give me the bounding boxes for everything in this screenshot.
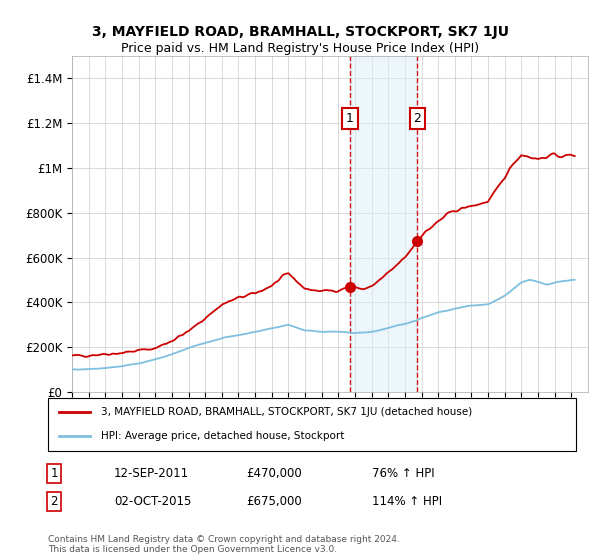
Text: £470,000: £470,000 bbox=[246, 466, 302, 480]
Bar bbox=[350, 56, 418, 392]
Text: 3, MAYFIELD ROAD, BRAMHALL, STOCKPORT, SK7 1JU: 3, MAYFIELD ROAD, BRAMHALL, STOCKPORT, S… bbox=[91, 25, 509, 39]
Text: Price paid vs. HM Land Registry's House Price Index (HPI): Price paid vs. HM Land Registry's House … bbox=[121, 42, 479, 55]
Text: Contains HM Land Registry data © Crown copyright and database right 2024.
This d: Contains HM Land Registry data © Crown c… bbox=[48, 535, 400, 554]
FancyBboxPatch shape bbox=[48, 398, 576, 451]
Text: 1: 1 bbox=[346, 112, 354, 125]
Text: £675,000: £675,000 bbox=[246, 494, 302, 508]
Text: 2: 2 bbox=[50, 494, 58, 508]
Text: 2: 2 bbox=[413, 112, 421, 125]
Text: 12-SEP-2011: 12-SEP-2011 bbox=[114, 466, 189, 480]
Text: 3, MAYFIELD ROAD, BRAMHALL, STOCKPORT, SK7 1JU (detached house): 3, MAYFIELD ROAD, BRAMHALL, STOCKPORT, S… bbox=[101, 408, 472, 418]
Text: 114% ↑ HPI: 114% ↑ HPI bbox=[372, 494, 442, 508]
Text: HPI: Average price, detached house, Stockport: HPI: Average price, detached house, Stoc… bbox=[101, 431, 344, 441]
Text: 76% ↑ HPI: 76% ↑ HPI bbox=[372, 466, 434, 480]
Text: 02-OCT-2015: 02-OCT-2015 bbox=[114, 494, 191, 508]
Text: 1: 1 bbox=[50, 466, 58, 480]
